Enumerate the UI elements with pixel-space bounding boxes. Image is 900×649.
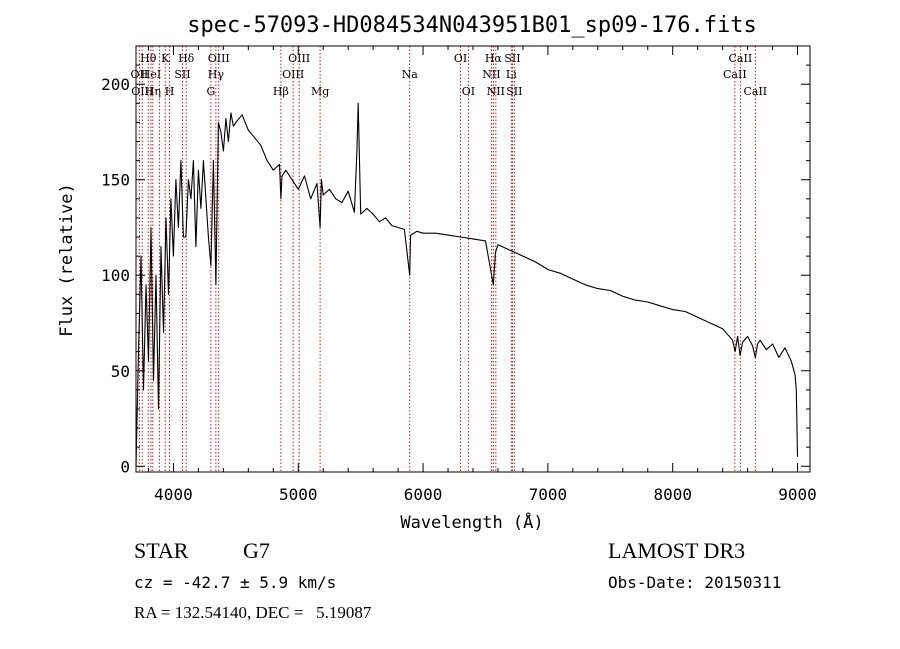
plot-frame <box>135 45 811 473</box>
spectral-line-label: OIII <box>131 85 153 98</box>
object-subclass: G7 <box>243 538 270 563</box>
spectral-line-label: Hη <box>145 85 161 98</box>
spectral-line-label: Li <box>506 68 517 81</box>
spectral-line-label: OII <box>131 68 149 81</box>
spectral-line-label: OIII <box>208 52 230 65</box>
spectral-line-label: OIII <box>288 52 310 65</box>
object-class: STAR <box>134 538 189 563</box>
spectral-line-label: Hβ <box>273 85 289 98</box>
x-tick-label: 7000 <box>529 485 568 504</box>
x-tick-label: 6000 <box>404 485 443 504</box>
spectral-line-label: Hγ <box>208 68 225 81</box>
spectral-line-label: CaII <box>723 68 747 81</box>
x-axis: 4000 5000 6000 7000 8000 9000 <box>147 46 817 504</box>
spectral-line-label: SII <box>506 85 522 98</box>
y-axis: 0 50 100 150 200 <box>101 64 810 476</box>
spectral-line-label: OI <box>454 52 467 65</box>
spectral-line-label: SII <box>174 68 190 81</box>
spectral-line-label: Mg <box>311 85 329 98</box>
spectrum-series-line <box>135 102 799 467</box>
observation-date: Obs-Date: 20150311 <box>608 573 782 592</box>
y-axis-label: Flux (relative) <box>57 183 77 337</box>
spectral-line-label: HeI <box>141 68 161 81</box>
survey-name: LAMOST DR3 <box>608 538 746 563</box>
x-tick-label: 5000 <box>279 485 318 504</box>
spectral-line-label: OIII <box>282 68 304 81</box>
spectral-line-label: NII <box>487 85 505 98</box>
coordinates: RA = 132.54140, DEC = 5.19087 <box>134 603 372 622</box>
spectral-line-label: H <box>165 85 175 98</box>
spectral-line-label: SII <box>504 52 520 65</box>
y-tick-label: 50 <box>111 362 130 381</box>
x-tick-label: 9000 <box>778 485 817 504</box>
chart-title: spec-57093-HD084534N043951B01_sp09-176.f… <box>187 13 757 38</box>
spectral-line-label: CaII <box>743 85 767 98</box>
y-tick-label: 100 <box>101 266 130 285</box>
y-tick-label: 200 <box>101 75 130 94</box>
x-tick-label: 4000 <box>154 485 193 504</box>
x-axis-label: Wavelength (Å) <box>400 511 543 533</box>
redshift-velocity: cz = -42.7 ± 5.9 km/s <box>134 573 337 592</box>
spectral-line-label: G <box>206 85 215 98</box>
spectral-line-label: CaII <box>729 52 753 65</box>
y-tick-label: 0 <box>120 457 130 476</box>
spectral-line-label: Hδ <box>178 52 195 65</box>
spectral-line-label: Hθ <box>140 52 157 65</box>
y-tick-label: 150 <box>101 171 130 190</box>
spectral-line-label: OI <box>462 85 475 98</box>
spectral-line-label: K <box>161 52 170 65</box>
spectral-line-label: Hα <box>485 52 503 65</box>
spectral-line-label: NII <box>482 68 500 81</box>
spectral-line-label: Na <box>402 68 419 81</box>
spectral-line-markers: OII OIII Hθ HeI Hη K H SII Hδ G Hγ OIII Hβ OIII OIII Mg… <box>131 46 767 472</box>
spectrum-chart: spec-57093-HD084534N043951B01_sp09-176.f… <box>57 13 817 533</box>
x-tick-label: 8000 <box>653 485 692 504</box>
